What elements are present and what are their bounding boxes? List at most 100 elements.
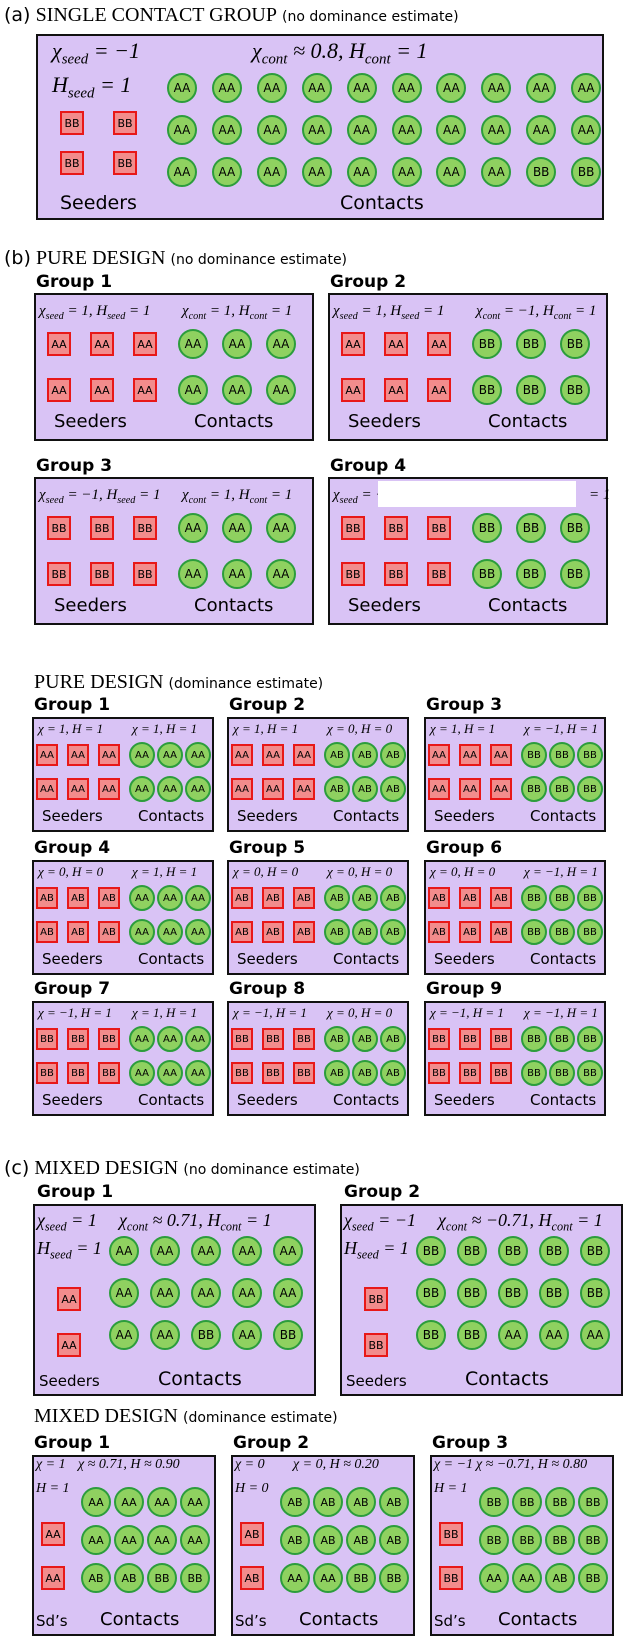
seeder-token: AB bbox=[459, 887, 481, 909]
seeder-token: AB bbox=[490, 887, 512, 909]
contacts-label: Contacts bbox=[333, 1091, 400, 1109]
seeder-token: BB bbox=[231, 1062, 253, 1084]
group-title: Group 5 bbox=[229, 838, 306, 858]
contact-token: BB bbox=[560, 513, 590, 543]
contact-token: AA bbox=[273, 1236, 303, 1266]
contact-token: AA bbox=[211, 157, 242, 187]
contact-token: AA bbox=[571, 73, 602, 103]
contact-token: AA bbox=[185, 1060, 211, 1086]
pure-dominance-group-panel bbox=[32, 860, 214, 975]
contact-token: BB bbox=[521, 776, 547, 802]
contact-token: BB bbox=[191, 1320, 221, 1350]
contact-token: BB bbox=[578, 1525, 608, 1555]
seeder-params-label: χ = 0, H = 0 bbox=[233, 864, 299, 879]
contact-params-label: χ = 0, H = 0 bbox=[327, 864, 393, 879]
contact-params-label: χcont ≈ −0.71, Hcont = 1 bbox=[438, 1210, 603, 1234]
group-title: Group 3 bbox=[36, 456, 113, 476]
contact-token: AB bbox=[545, 1563, 575, 1593]
group-title: Group 2 bbox=[233, 1433, 310, 1453]
contacts-label: Contacts bbox=[488, 595, 568, 616]
group-title: Group 7 bbox=[34, 979, 111, 999]
contact-token: BB bbox=[549, 1060, 575, 1086]
seeder-token: AB bbox=[67, 921, 89, 943]
contact-token: BB bbox=[560, 375, 590, 405]
seeder-token: AB bbox=[240, 1522, 264, 1546]
seeder-token: AA bbox=[293, 778, 315, 800]
contact-token: BB bbox=[498, 1236, 528, 1266]
contact-token: AA bbox=[114, 1525, 144, 1555]
contact-token: BB bbox=[580, 1278, 610, 1308]
seeder-token: AB bbox=[428, 921, 450, 943]
contact-token: AB bbox=[313, 1487, 343, 1517]
contact-token: BB bbox=[457, 1278, 487, 1308]
contact-token: BB bbox=[577, 776, 603, 802]
seeder-token: BB bbox=[384, 562, 408, 586]
section-b2-note: (dominance estimate) bbox=[168, 676, 324, 692]
seeders-label: Seeders bbox=[434, 950, 495, 968]
contact-token: BB bbox=[521, 919, 547, 945]
contacts-label: Contacts bbox=[299, 1609, 379, 1630]
contact-token: AA bbox=[191, 1278, 221, 1308]
seeder-params-label: χ = 0, H = 0 bbox=[430, 864, 496, 879]
contact-token: AA bbox=[232, 1236, 262, 1266]
contact-token: BB bbox=[416, 1320, 446, 1350]
seeder-token: AB bbox=[67, 887, 89, 909]
contact-token: BB bbox=[578, 1563, 608, 1593]
seeder-token: AA bbox=[41, 1522, 65, 1546]
section-b-note: (no dominance estimate) bbox=[170, 252, 348, 268]
seeder-token: AA bbox=[262, 778, 284, 800]
seeder-token: AA bbox=[90, 378, 114, 402]
contact-token: AA bbox=[157, 776, 183, 802]
contact-token: BB bbox=[577, 885, 603, 911]
seeders-label: Seeders bbox=[39, 1372, 100, 1390]
contact-token: BB bbox=[526, 157, 557, 187]
contact-token: AA bbox=[147, 1525, 177, 1555]
contact-token: BB bbox=[580, 1236, 610, 1266]
contact-token: AB bbox=[346, 1487, 376, 1517]
contact-token: AA bbox=[185, 885, 211, 911]
seeders-label: Seeders bbox=[42, 1091, 103, 1109]
contact-token: AA bbox=[266, 375, 296, 405]
contact-token: AB bbox=[352, 742, 378, 768]
seeder-token: AA bbox=[98, 744, 120, 766]
contact-token: BB bbox=[521, 1060, 547, 1086]
seeder-token: AA bbox=[459, 744, 481, 766]
section-a-letter: (a) bbox=[4, 4, 31, 26]
contact-token: AA bbox=[512, 1563, 542, 1593]
seeder-chi-label: χ = −1 bbox=[434, 1457, 474, 1472]
seeder-token: BB bbox=[364, 1287, 388, 1311]
contact-token: AB bbox=[324, 919, 350, 945]
contact-token: AA bbox=[301, 73, 332, 103]
section-c2-header: MIXED DESIGN (dominance estimate) bbox=[34, 1405, 338, 1428]
contact-token: AB bbox=[352, 919, 378, 945]
group-title: Group 3 bbox=[432, 1433, 509, 1453]
contact-token: AA bbox=[391, 73, 422, 103]
contacts-label: Contacts bbox=[194, 411, 274, 432]
contact-token: AA bbox=[185, 1026, 211, 1052]
contacts-label: Contacts bbox=[333, 807, 400, 825]
seeder-token: AA bbox=[490, 778, 512, 800]
contact-token: BB bbox=[147, 1563, 177, 1593]
contact-token: AB bbox=[114, 1563, 144, 1593]
contacts-label: Contacts bbox=[530, 807, 597, 825]
seeder-token: AA bbox=[459, 778, 481, 800]
seeder-chi-label: χ = 0 bbox=[235, 1457, 265, 1472]
contacts-label: Contacts bbox=[138, 807, 205, 825]
contact-token: BB bbox=[516, 559, 546, 589]
contact-token: AB bbox=[324, 1060, 350, 1086]
contacts-label: Contacts bbox=[340, 192, 424, 214]
seeder-token: AB bbox=[231, 921, 253, 943]
contact-token: BB bbox=[545, 1487, 575, 1517]
contact-token: BB bbox=[545, 1525, 575, 1555]
pure-group-panel bbox=[328, 293, 608, 441]
seeder-params-label: χ = −1, H = 1 bbox=[38, 1005, 112, 1020]
contact-token: AA bbox=[280, 1563, 310, 1593]
group-title: Group 3 bbox=[426, 695, 503, 715]
seeder-token: AA bbox=[231, 744, 253, 766]
group-title: Group 1 bbox=[34, 1433, 111, 1453]
contact-token: AA bbox=[266, 329, 296, 359]
contact-token: AB bbox=[280, 1525, 310, 1555]
contact-token: AB bbox=[324, 776, 350, 802]
contact-token: BB bbox=[560, 329, 590, 359]
sds-label: Sd’s bbox=[235, 1612, 267, 1630]
